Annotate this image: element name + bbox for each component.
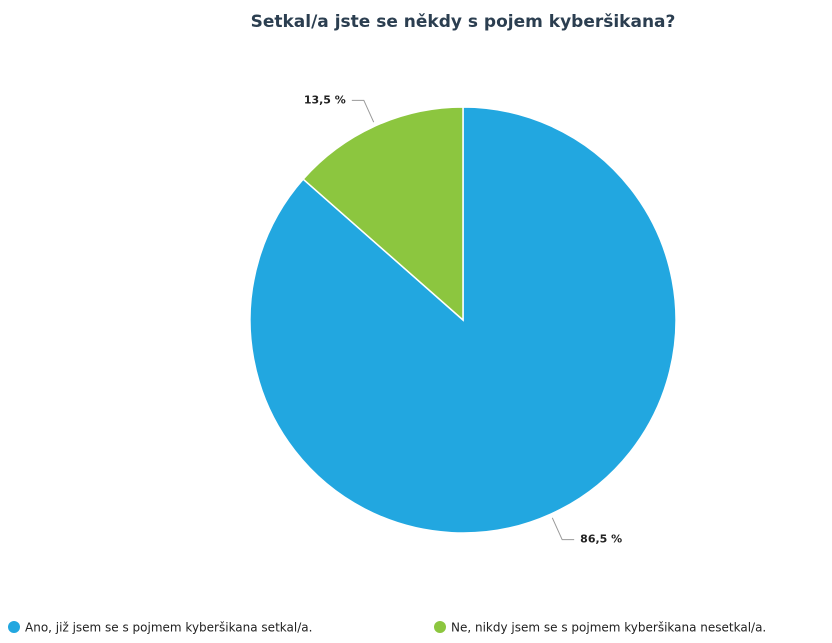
legend-swatch bbox=[434, 621, 446, 633]
legend-swatch bbox=[8, 621, 20, 633]
leader-line bbox=[551, 517, 575, 541]
legend-label: Ne, nikdy jsem se s pojmem kyberšikana n… bbox=[451, 621, 766, 635]
data-label: 86,5 % bbox=[580, 533, 622, 546]
pie-slice bbox=[302, 106, 464, 322]
pie-slice bbox=[249, 106, 677, 534]
legend-label: Ano, již jsem se s pojmem kyberšikana se… bbox=[25, 621, 312, 635]
data-label: 13,5 % bbox=[304, 93, 346, 106]
chart-title: Setkal/a jste se někdy s pojem kyberšika… bbox=[251, 12, 676, 32]
leader-line bbox=[351, 99, 375, 123]
